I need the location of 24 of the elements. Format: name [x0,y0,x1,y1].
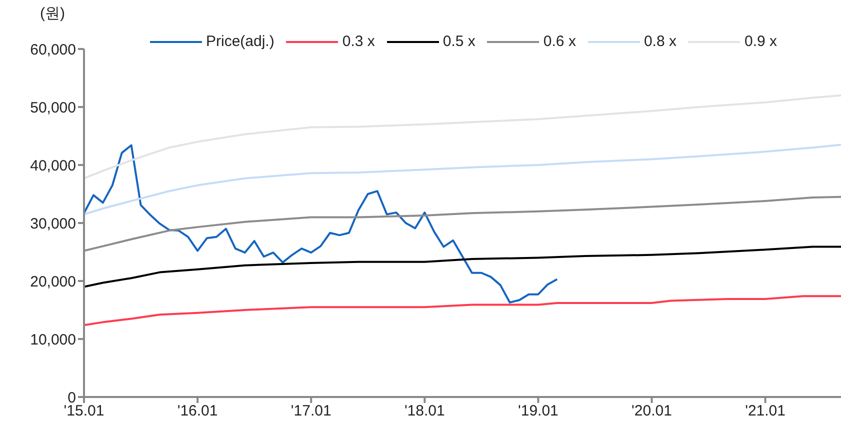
legend-label: 0.6 x [543,33,576,50]
line-series [84,144,841,216]
line-series [84,94,841,180]
legend-label: Price(adj.) [206,33,274,50]
x-tick-label: '16.01 [177,402,218,420]
y-tick-label: 10,000 [30,331,76,348]
x-tick-label: '20.01 [632,402,672,420]
legend-label: 0.5 x [442,33,476,50]
line-series [84,246,841,288]
y-tick-label: 40,000 [30,157,76,174]
x-tick-label: '21.01 [745,402,786,420]
y-axis-title: (원) [40,4,65,23]
y-tick-label: 60,000 [30,41,76,58]
x-tick-label: '18.01 [404,402,445,420]
x-tick-label: '17.01 [290,402,332,420]
y-tick-label: 50,000 [30,99,76,116]
legend-label: 0.8 x [644,33,676,50]
x-tick-label: '19.01 [518,402,558,420]
y-tick-label: 30,000 [30,215,76,232]
legend-label: 0.9 x [744,33,778,50]
line-series [84,144,558,304]
y-tick-label: 20,000 [30,273,76,290]
line-series [84,295,841,326]
legend-label: 0.3 x [342,33,375,50]
